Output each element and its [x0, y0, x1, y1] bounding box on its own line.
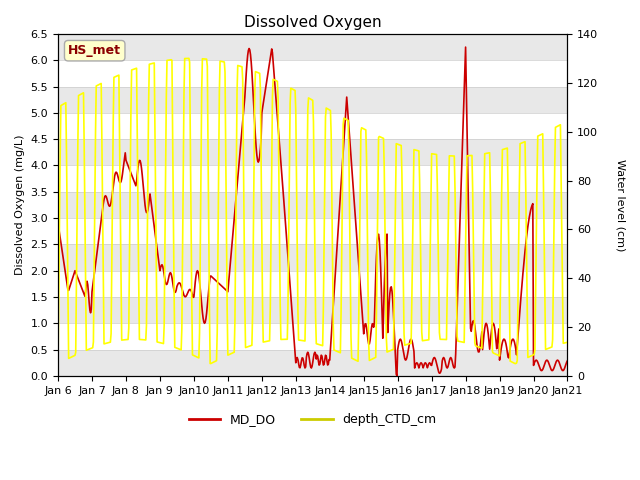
Bar [58, 86, 568, 113]
Y-axis label: Dissolved Oxygen (mg/L): Dissolved Oxygen (mg/L) [15, 135, 25, 275]
Bar [58, 139, 568, 166]
Text: HS_met: HS_met [68, 44, 121, 57]
Title: Dissolved Oxygen: Dissolved Oxygen [244, 15, 381, 30]
Bar [58, 297, 568, 324]
Legend: MD_DO, depth_CTD_cm: MD_DO, depth_CTD_cm [184, 408, 442, 431]
Y-axis label: Water level (cm): Water level (cm) [615, 159, 625, 251]
Bar [58, 244, 568, 271]
Bar [58, 34, 568, 60]
Bar [58, 192, 568, 218]
Bar [58, 349, 568, 376]
